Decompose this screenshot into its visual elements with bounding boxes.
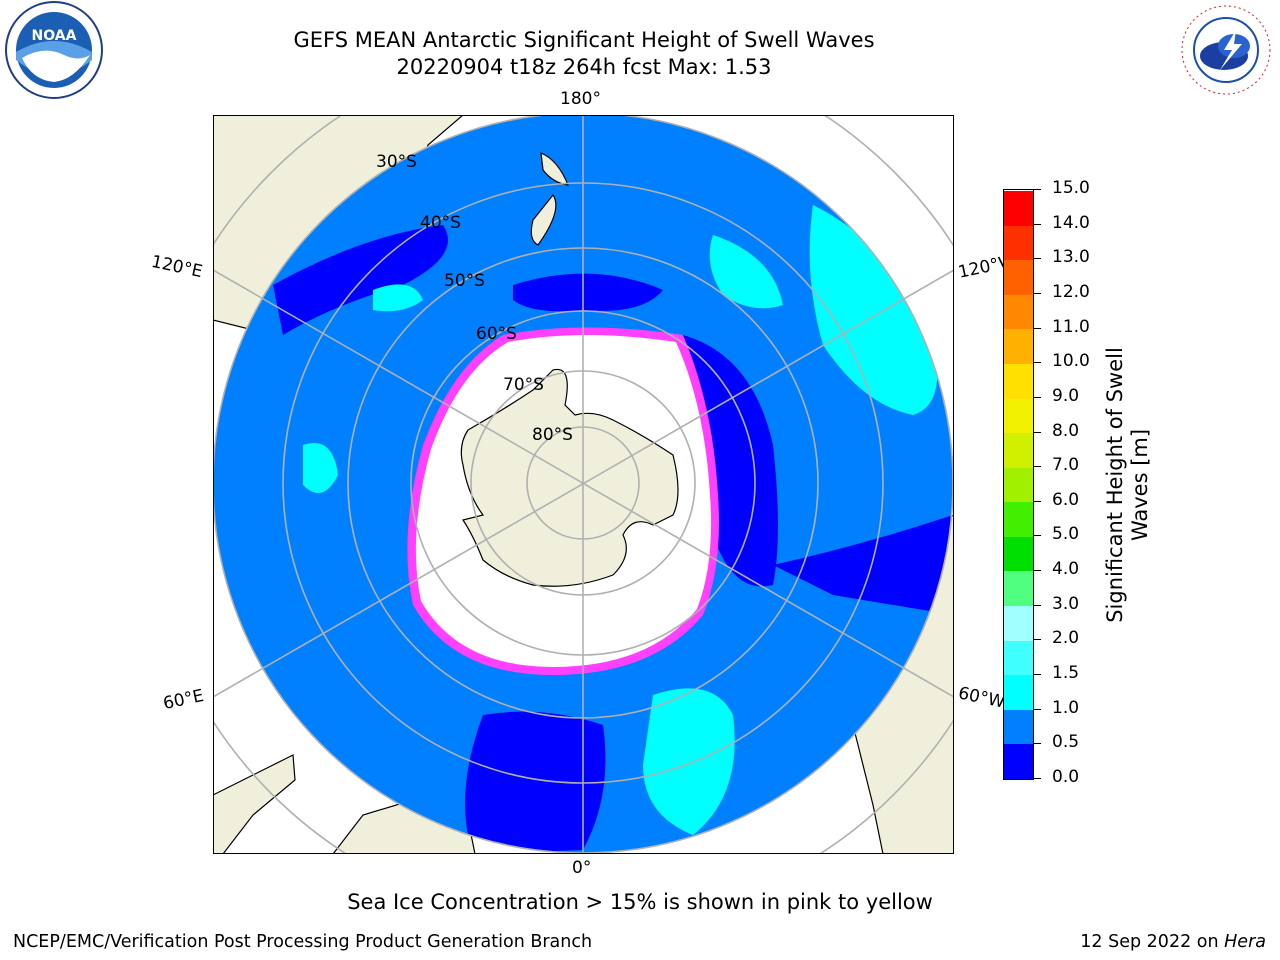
colorbar-segment — [1004, 640, 1033, 676]
colorbar-tick-label: 4.0 — [1052, 559, 1080, 580]
colorbar-tick-label: 2.0 — [1052, 628, 1080, 649]
colorbar-segment — [1004, 398, 1033, 434]
colorbar-segment — [1004, 363, 1033, 399]
noaa-logo-text: NOAA — [32, 28, 77, 44]
colorbar-segment — [1004, 432, 1033, 468]
colorbar-tick — [1034, 674, 1041, 676]
colorbar-tick-label: 14.0 — [1052, 212, 1090, 233]
colorbar-tick — [1034, 535, 1041, 537]
colorbar-tick — [1034, 396, 1041, 398]
colorbar-segment — [1004, 467, 1033, 503]
colorbar-tick — [1034, 466, 1041, 468]
colorbar-tick — [1034, 708, 1041, 710]
lon-label-60w: 60°W — [956, 683, 1007, 713]
colorbar-segment — [1004, 294, 1033, 330]
colorbar-segment — [1004, 674, 1033, 710]
colorbar-segment — [1004, 536, 1033, 572]
land-new-zealand — [530, 151, 569, 246]
colorbar-tick-label: 9.0 — [1052, 385, 1080, 406]
noaa-logo: NOAA — [5, 1, 103, 99]
polar-map — [213, 115, 954, 854]
lon-label-0: 0° — [572, 858, 592, 878]
lat-label-40s: 40°S — [420, 213, 461, 233]
map-svg — [214, 116, 953, 853]
footer-credit: NCEP/EMC/Verification Post Processing Pr… — [13, 932, 593, 952]
colorbar-tick-label: 7.0 — [1052, 455, 1080, 476]
colorbar-tick-label: 10.0 — [1052, 351, 1090, 372]
colorbar-tick-label: 11.0 — [1052, 316, 1090, 337]
colorbar-tick-label: 12.0 — [1052, 281, 1090, 302]
lat-label-30s: 30°S — [376, 152, 417, 172]
lat-label-70s: 70°S — [503, 375, 544, 395]
colorbar-segment — [1004, 709, 1033, 745]
graticule — [214, 116, 953, 853]
colorbar-tick-label: 13.0 — [1052, 247, 1090, 268]
colorbar — [1003, 189, 1034, 780]
colorbar-segment — [1004, 225, 1033, 261]
colorbar-tick — [1034, 292, 1041, 294]
colorbar-tick-label: 15.0 — [1052, 178, 1090, 198]
sea-ice-note: Sea Ice Concentration > 15% is shown in … — [347, 890, 933, 914]
lon-label-180: 180° — [560, 89, 601, 109]
colorbar-segment — [1004, 190, 1033, 226]
colorbar-tick-label: 6.0 — [1052, 489, 1080, 510]
colorbar-segment — [1004, 259, 1033, 295]
colorbar-tick-label: 1.0 — [1052, 697, 1080, 718]
colorbar-segment — [1004, 501, 1033, 537]
colorbar-tick — [1034, 639, 1041, 641]
land-africa — [214, 753, 296, 853]
colorbar-tick-label: 1.5 — [1052, 663, 1080, 684]
chart-subtitle: 20220904 t18z 264h fcst Max: 1.53 — [396, 55, 772, 79]
colorbar-tick — [1034, 258, 1041, 260]
chart-title: GEFS MEAN Antarctic Significant Height o… — [293, 28, 875, 52]
colorbar-segment — [1004, 743, 1033, 779]
colorbar-tick — [1034, 189, 1041, 190]
lat-label-60s: 60°S — [476, 324, 517, 344]
footer-date: 12 Sep 2022 on Hera — [1080, 932, 1266, 952]
colorbar-tick-label: 8.0 — [1052, 420, 1080, 441]
colorbar-tick — [1034, 743, 1041, 745]
land-antarctica — [460, 368, 679, 587]
nws-logo — [1179, 3, 1273, 97]
colorbar-tick — [1034, 778, 1041, 779]
colorbar-label: Significant Height of Swell Waves [m] — [1103, 347, 1152, 623]
colorbar-segment — [1004, 605, 1033, 641]
colorbar-tick — [1034, 223, 1041, 225]
colorbar-tick — [1034, 500, 1041, 502]
colorbar-tick — [1034, 570, 1041, 572]
colorbar-segment — [1004, 328, 1033, 364]
lon-label-60e: 60°E — [161, 685, 206, 715]
lon-label-120e: 120°E — [149, 251, 205, 283]
colorbar-tick-label: 0.0 — [1052, 767, 1080, 787]
footer-machine: Hera — [1224, 932, 1266, 952]
lat-label-80s: 80°S — [532, 425, 573, 445]
colorbar-tick-label: 0.5 — [1052, 732, 1080, 753]
colorbar-tick — [1034, 431, 1041, 433]
colorbar-tick — [1034, 604, 1041, 606]
lat-label-50s: 50°S — [444, 271, 485, 291]
colorbar-segment — [1004, 570, 1033, 607]
colorbar-tick-label: 3.0 — [1052, 593, 1080, 614]
colorbar-tick — [1034, 327, 1041, 329]
colorbar-tick — [1034, 362, 1041, 364]
colorbar-tick-label: 5.0 — [1052, 524, 1080, 545]
